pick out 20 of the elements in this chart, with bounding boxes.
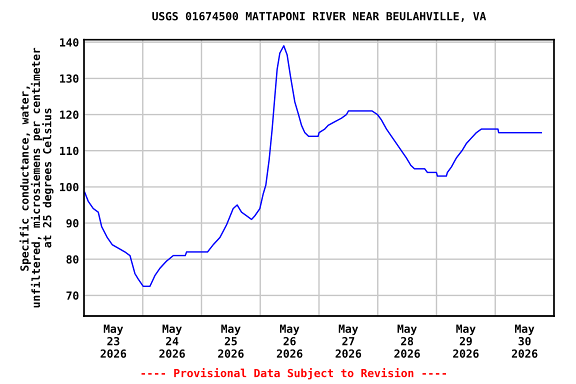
x-tick-label: May 23 2026 — [100, 324, 126, 358]
x-tick-label: May 30 2026 — [512, 324, 538, 358]
text: ---- Provisional Data Subject to Revision ---- — [142, 368, 446, 380]
x-tick-label: May 27 2026 — [336, 324, 362, 358]
y-tick-label: 140 — [60, 38, 78, 47]
y-tick-label: 90 — [66, 219, 78, 228]
x-tick-label: May 28 2026 — [394, 324, 420, 358]
x-tick-label: May 25 2026 — [218, 324, 244, 358]
y-tick-label: 120 — [60, 110, 78, 119]
y-axis-title: Specific conductance, water, unfiltered, microsiemens per centimeter at 25 degrees Celsius — [19, 48, 54, 308]
x-tick-label: May 29 2026 — [453, 324, 479, 358]
x-tick-label: May 26 2026 — [276, 324, 302, 358]
chart-title: USGS 01674500 MATTAPONI RIVER NEAR BEULAHVILLE, VA — [152, 12, 486, 22]
y-tick-label: 100 — [60, 182, 78, 192]
y-tick-label: 130 — [60, 74, 78, 83]
y-tick-label: 80 — [66, 255, 78, 264]
y-tick-label: 110 — [60, 146, 78, 156]
line-series — [84, 45, 542, 288]
x-tick-label: May 24 2026 — [159, 324, 185, 358]
y-tick-label: 70 — [66, 291, 78, 300]
